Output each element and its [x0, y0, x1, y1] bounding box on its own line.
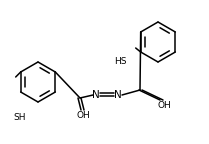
Text: N: N — [114, 90, 122, 100]
Text: OH: OH — [157, 101, 171, 109]
Text: OH: OH — [76, 110, 90, 120]
Text: SH: SH — [14, 113, 26, 123]
Text: N: N — [92, 90, 100, 100]
Text: HS: HS — [114, 57, 126, 67]
